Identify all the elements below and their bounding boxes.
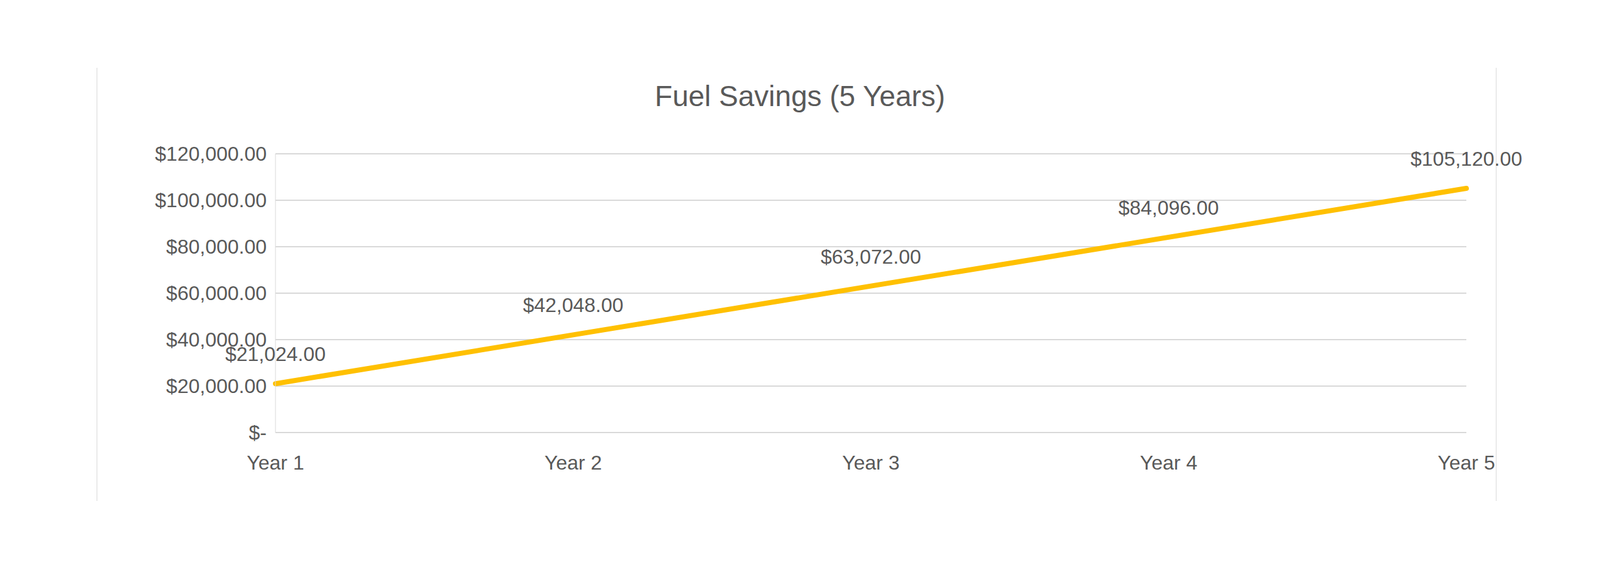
- svg-text:$100,000.00: $100,000.00: [154, 188, 267, 212]
- svg-text:$40,000.00: $40,000.00: [166, 328, 267, 351]
- html-text:Fuel Savings (5 Years): Fuel Savings (5 Years): [654, 79, 946, 113]
- svg-text:$20,000.00: $20,000.00: [166, 374, 267, 398]
- svg-text:$63,072.00: $63,072.00: [820, 245, 922, 268]
- svg-text:Year 5: Year 5: [1437, 451, 1495, 474]
- svg-text:$80,000.00: $80,000.00: [166, 235, 267, 258]
- svg-text:Year 1: Year 1: [246, 451, 304, 474]
- svg-text:Year 2: Year 2: [544, 451, 602, 474]
- svg-text:Year 4: Year 4: [1140, 451, 1198, 474]
- svg-text:$21,024.00: $21,024.00: [225, 342, 326, 366]
- svg-text:$60,000.00: $60,000.00: [166, 281, 267, 305]
- svg-text:$-: $-: [249, 421, 267, 444]
- svg-text:$120,000.00: $120,000.00: [154, 142, 267, 166]
- svg-text:Year 3: Year 3: [842, 451, 900, 474]
- svg-text:$84,096.00: $84,096.00: [1118, 196, 1219, 219]
- svg-text:$105,120.00: $105,120.00: [1410, 147, 1523, 171]
- svg-text:$42,048.00: $42,048.00: [522, 293, 624, 317]
